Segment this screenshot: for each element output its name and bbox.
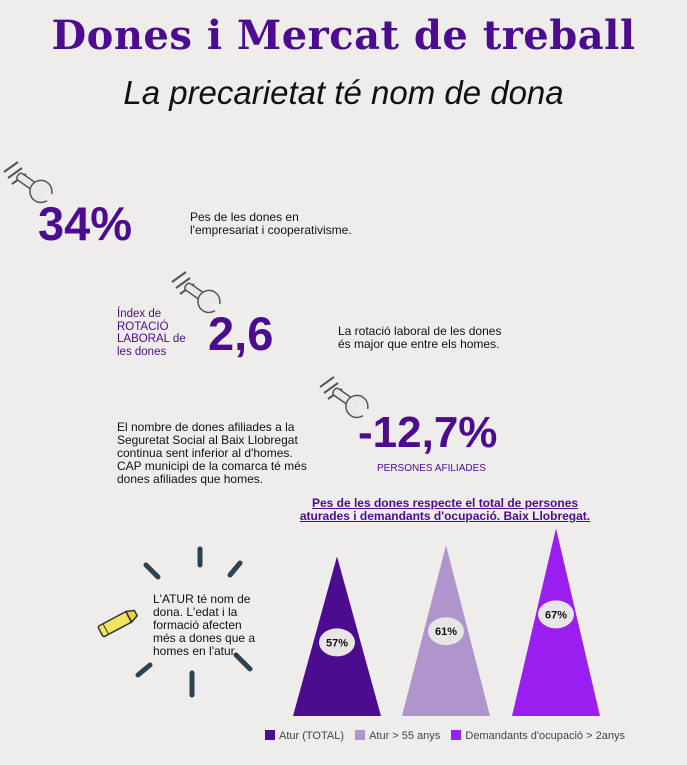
affiliates-caption: PERSONES AFILIADES xyxy=(377,463,486,474)
wrench-icon xyxy=(3,161,54,204)
text-line: homes en l'atur. xyxy=(153,644,238,658)
legend-item: Atur (TOTAL) xyxy=(265,730,344,742)
legend-swatch xyxy=(355,730,366,740)
description-line: continua sent inferior al d'homes. xyxy=(117,446,293,460)
chart-title-line: aturades i demandants d'ocupació. Baix L… xyxy=(299,509,591,523)
page-title: Dones i Mercat de treball xyxy=(51,12,636,59)
women-business-description: Pes de les dones en l'empresariat i coop… xyxy=(190,211,390,237)
chart-title-line: Pes de les dones respecte el total de pe… xyxy=(311,496,579,510)
legend-swatch xyxy=(265,730,275,740)
value-label: 57% xyxy=(326,637,348,649)
description-line: l'empresariat i cooperativisme. xyxy=(190,223,352,237)
text-line: més a dones que a xyxy=(153,631,256,645)
description-line: dones afiliades que homes. xyxy=(117,472,264,486)
unemployment-chart: 57% 61% 67% xyxy=(293,528,600,716)
rotation-value: 2,6 xyxy=(208,307,274,360)
value-label-bg xyxy=(538,600,574,629)
unemployment-text: L'ATUR té nom de dona. L'edat i la forma… xyxy=(153,593,263,658)
affiliates-value: -12,7% xyxy=(358,408,498,457)
wrench-icon xyxy=(319,376,370,419)
rotation-label: Índex de ROTACIÓ LABORAL de les dones xyxy=(117,308,207,358)
value-label-bg xyxy=(319,628,355,657)
legend-label: Atur > 55 anys xyxy=(369,730,441,742)
women-business-value: 34% xyxy=(38,197,133,250)
chart-legend: Atur (TOTAL) Atur > 55 anys Demandants d… xyxy=(265,730,633,742)
text-line: L'ATUR té nom de xyxy=(153,592,251,606)
value-label: 61% xyxy=(435,626,457,638)
legend-label: Atur (TOTAL) xyxy=(279,730,344,742)
label-line: ROTACIÓ xyxy=(117,320,169,333)
text-line: formació afecten xyxy=(153,618,242,632)
burst-decoration xyxy=(135,546,253,698)
rotation-description: La rotació laboral de les dones és major… xyxy=(338,325,538,351)
highlighter-icon xyxy=(97,609,139,638)
wrench-icon xyxy=(171,271,222,314)
description-line: CAP municipi de la comarca té més xyxy=(117,459,307,473)
label-line: Índex de xyxy=(117,308,162,320)
label-line: LABORAL de xyxy=(117,333,186,345)
description-line: La rotació laboral de les dones xyxy=(338,324,502,338)
legend-swatch xyxy=(451,730,462,740)
legend-label: Demandants d'ocupació > 2anys xyxy=(465,730,625,742)
description-line: Pes de les dones en xyxy=(190,210,299,224)
legend-item: Atur > 55 anys xyxy=(355,730,440,742)
description-line: és major que entre els homes. xyxy=(338,337,500,351)
value-label: 67% xyxy=(545,609,567,621)
description-line: El nombre de dones afiliades a la xyxy=(117,420,295,434)
affiliates-description: El nombre de dones afiliades a la Segure… xyxy=(117,421,337,486)
legend-item: Demandants d'ocupació > 2anys xyxy=(451,730,625,742)
chart-title: Pes de les dones respecte el total de pe… xyxy=(290,497,600,523)
text-line: dona. L'edat i la xyxy=(153,605,238,619)
page-subtitle: La precarietat té nom de dona xyxy=(123,74,564,111)
label-line: les dones xyxy=(117,345,167,358)
description-line: Seguretat Social al Baix Llobregat xyxy=(117,433,298,447)
value-label-bg xyxy=(428,617,464,646)
